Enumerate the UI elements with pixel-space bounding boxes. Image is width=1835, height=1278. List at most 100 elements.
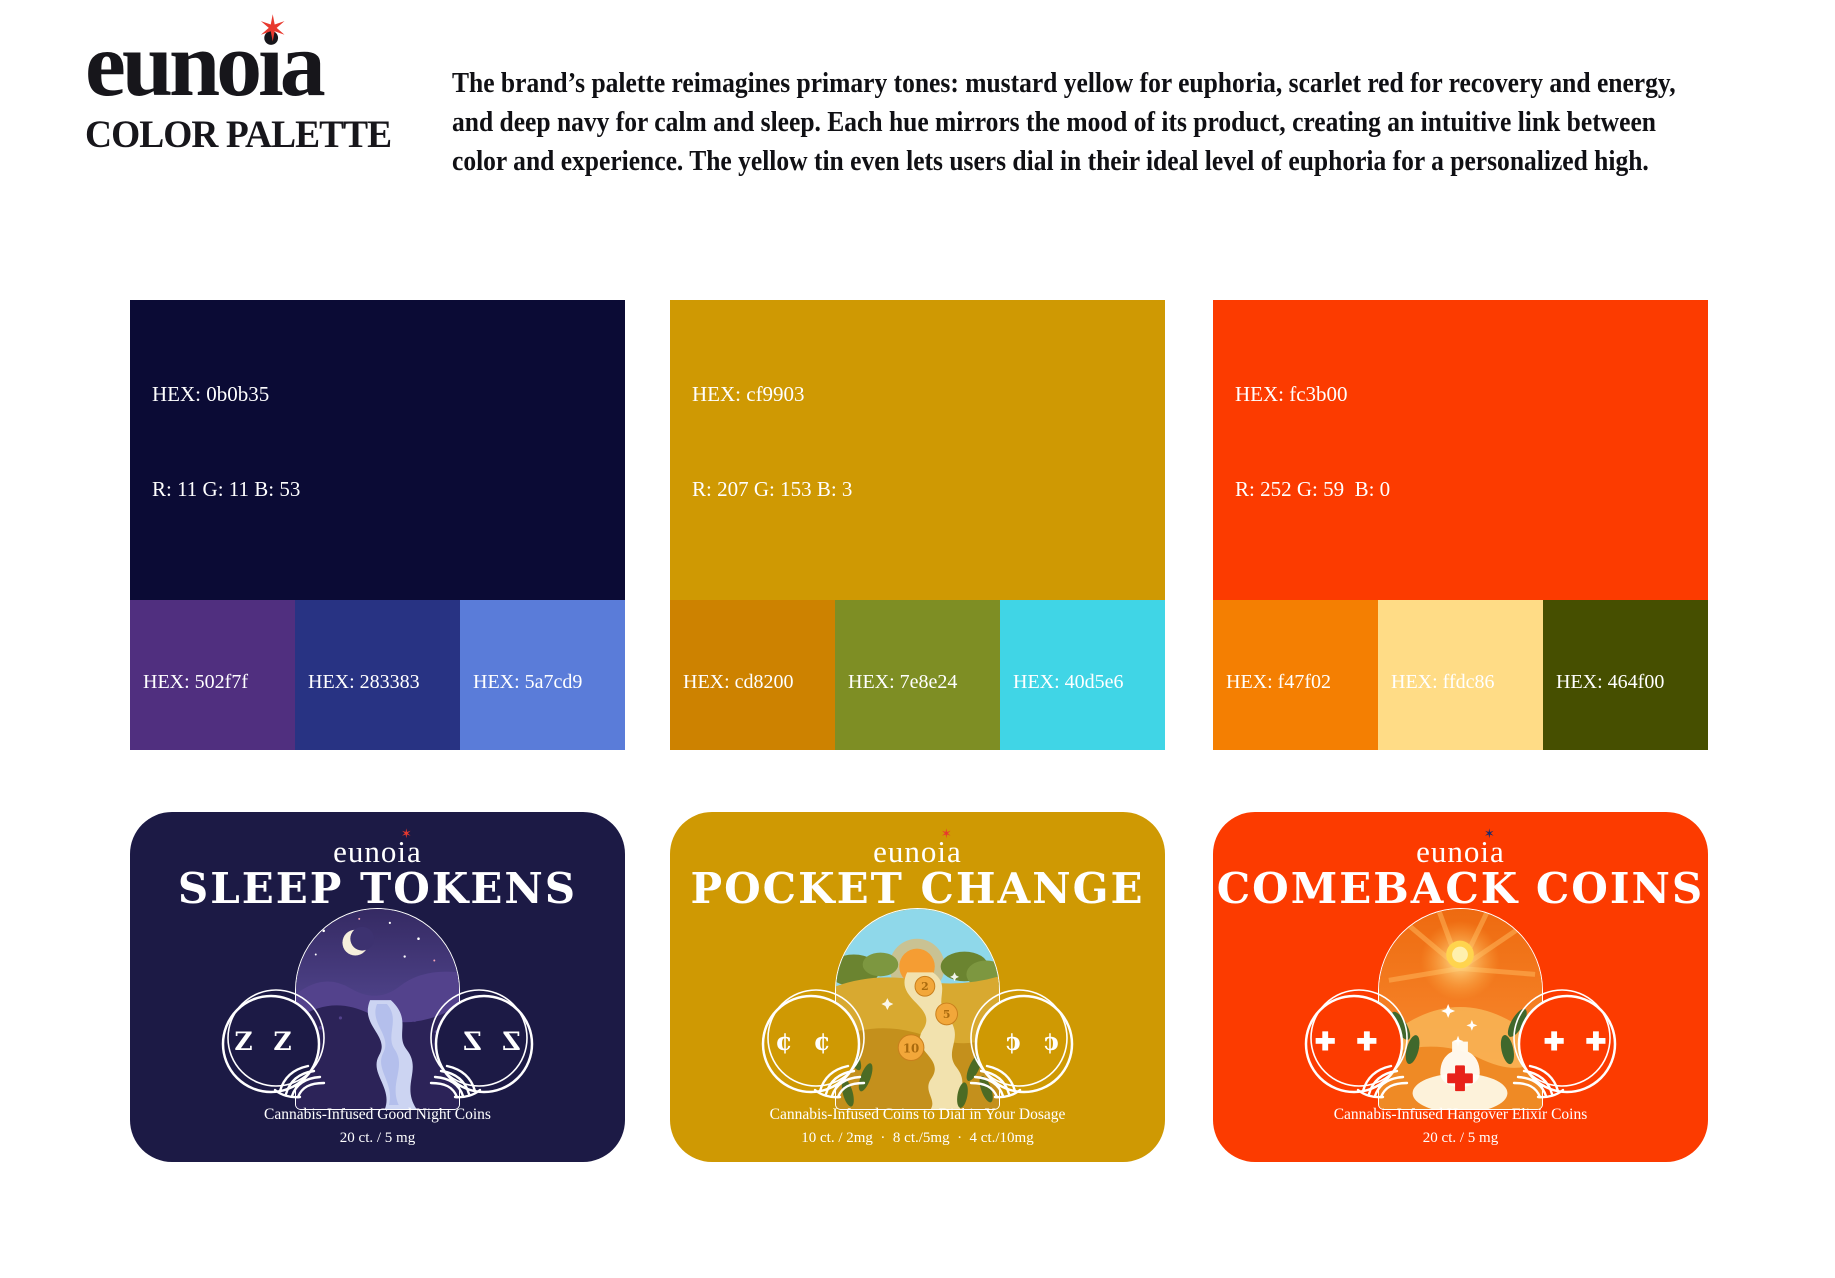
swatch-rgb-value: R: 255 G: 220 B: 134 xyxy=(1391,758,1534,809)
swatch-label: HEX: 7e8e24 R: 126 G: 142 B: 36 xyxy=(848,610,1000,871)
swatch-label: HEX: 283383 R: 40 G: 51 B: 131 xyxy=(308,610,460,871)
mound xyxy=(1412,1073,1508,1109)
card-description: Cannabis-Infused Coins to Dial in Your D… xyxy=(769,1105,1066,1123)
swatch-label: HEX: 40d5e6 R: 64 G: 213 B: 230 xyxy=(1013,610,1165,871)
swatch-periwinkle: HEX: 5a7cd9 R: 90 G: 124 B: 217 xyxy=(460,600,625,809)
hand-icon xyxy=(1512,1064,1565,1099)
swatch-rgb-value: R: 126 G: 142 B: 36 xyxy=(848,758,991,809)
swatch-rgb-value: R: 80 G: 47 B: 127 xyxy=(143,758,266,809)
coin-token-left: ✚ ✚ xyxy=(1301,987,1411,1099)
description-line: color and experience. The yellow tin eve… xyxy=(452,145,1649,177)
swatch-rgb-value: R: 205 G: 130 B: 0 xyxy=(683,758,826,809)
card-brand-text: eunoia xyxy=(873,834,962,869)
description-line: and deep navy for calm and sleep. Each h… xyxy=(452,106,1656,138)
swatch-hex-value: HEX: cd8200 xyxy=(683,671,794,693)
swatch-label: HEX: fc3b00 R: 252 G: 59 B: 0 xyxy=(1235,316,1390,568)
card-brand-text: eunoia xyxy=(1416,834,1505,869)
bushes xyxy=(836,951,999,989)
card-footer: Cannabis-Infused Coins to Dial in Your D… xyxy=(670,1103,1165,1150)
coin-symbols: Z Z xyxy=(234,1027,298,1056)
day-scene-illustration: 2 5 10 xyxy=(835,908,1000,1110)
coin-token-right: ✚ ✚ xyxy=(1510,987,1620,1099)
coin-symbols: ¢ ¢ xyxy=(775,1027,837,1056)
swatch-hex-value: HEX: 283383 xyxy=(308,671,420,693)
brand-logo-text: eunoia ✶ xyxy=(85,12,326,111)
swatch-hex-value: HEX: 40d5e6 xyxy=(1013,671,1124,693)
swatch-hex-value: HEX: 5a7cd9 xyxy=(473,671,583,693)
product-card-comeback-coins: eunoia ✶ COMEBACK COINS xyxy=(1213,812,1708,1162)
card-product-title: SLEEP TOKENS xyxy=(177,864,578,913)
coin-token-right: Z Z xyxy=(427,987,537,1099)
svg-text:10: 10 xyxy=(903,1042,919,1056)
swatch-rgb-value: R: 252 G: 59 B: 0 xyxy=(1235,476,1391,501)
red-cross xyxy=(1447,1065,1473,1092)
hand-icon xyxy=(1356,1064,1409,1099)
hand-icon xyxy=(429,1064,482,1099)
swatch-rgb-value: R: 40 G: 51 B: 131 xyxy=(308,758,431,809)
star-icon: ✶ xyxy=(257,9,288,50)
page-title: COLOR PALETTE xyxy=(85,113,392,156)
swatch-scarlet-main: HEX: fc3b00 R: 252 G: 59 B: 0 xyxy=(1213,300,1708,600)
night-scene-art xyxy=(296,909,459,1109)
swatch-label: HEX: 0b0b35 R: 11 G: 11 B: 53 xyxy=(152,316,300,568)
swatch-label: HEX: 464f00 R: 70 G: 79 B: 0 xyxy=(1556,610,1689,842)
swatch-navy-main: HEX: 0b0b35 R: 11 G: 11 B: 53 xyxy=(130,300,625,600)
swatch-label: HEX: cf9903 R: 207 G: 153 B: 3 xyxy=(692,316,852,568)
swatch-hex-value: HEX: 464f00 xyxy=(1556,671,1665,693)
card-dosage: 10 ct. / 2mg · 8 ct./5mg · 4 ct./10mg xyxy=(801,1129,1034,1146)
card-footer: Cannabis-Infused Good Night Coins 20 ct.… xyxy=(130,1103,625,1150)
swatch-rgb-value: R: 11 G: 11 B: 53 xyxy=(152,476,301,501)
swatch-rgb-value: R: 207 G: 153 B: 3 xyxy=(692,476,853,501)
leaves xyxy=(841,1044,993,1108)
swatch-hex-value: HEX: 0b0b35 xyxy=(152,382,270,406)
swatch-rgb-value: R: 70 G: 79 B: 0 xyxy=(1556,758,1689,780)
day-scene-art: 2 5 10 xyxy=(836,909,999,1109)
coin-outline-with-hand-icon xyxy=(221,989,326,1099)
coin-token-left: Z Z xyxy=(218,987,328,1099)
card-dosage: 20 ct. / 5 mg xyxy=(1422,1129,1499,1146)
front-mountains xyxy=(296,1005,459,1109)
product-card-sleep-tokens: eunoia ✶ SLEEP TOKENS xyxy=(130,812,625,1162)
sunrise-scene-art xyxy=(1379,909,1542,1109)
swatch-rgb-value: R: 64 G: 213 B: 230 xyxy=(1013,758,1146,809)
swatch-sub-row: HEX: f47f02 R: 244 G: 127 B: 2 HEX: ffdc… xyxy=(1213,600,1708,809)
swatch-indigo: HEX: 283383 R: 40 G: 51 B: 131 xyxy=(295,600,460,809)
night-scene-illustration xyxy=(295,908,460,1110)
dosage-coins: 2 5 10 xyxy=(897,975,959,1061)
swatch-hex-value: HEX: ffdc86 xyxy=(1391,671,1495,693)
coin-symbols: ✚ ✚ xyxy=(1537,1027,1607,1056)
swatch-mustard-main: HEX: cf9903 R: 207 G: 153 B: 3 xyxy=(670,300,1165,600)
hand-icon xyxy=(813,1064,866,1099)
card-product-title: POCKET CHANGE xyxy=(690,864,1145,913)
description-line: The brand’s palette reimagines primary t… xyxy=(452,67,1676,99)
swatch-rgb-value: R: 244 G: 127 B: 2 xyxy=(1226,758,1369,809)
swatch-rgb-value: R: 90 G: 124 B: 217 xyxy=(473,758,606,809)
swatch-ochre: HEX: cd8200 R: 205 G: 130 B: 0 xyxy=(670,600,835,809)
coin-token-left: ¢ ¢ xyxy=(758,987,868,1099)
star-icon: ✶ xyxy=(400,827,413,842)
card-product-title: COMEBACK COINS xyxy=(1216,864,1705,913)
swatch-dark-olive: HEX: 464f00 R: 70 G: 79 B: 0 xyxy=(1543,600,1708,780)
card-brand-logo: eunoia ✶ xyxy=(670,828,1165,869)
swatch-hex-value: HEX: 7e8e24 xyxy=(848,671,958,693)
coin-symbols: ¢ ¢ xyxy=(998,1027,1060,1056)
swatch-olive: HEX: 7e8e24 R: 126 G: 142 B: 36 xyxy=(835,600,1000,809)
swatch-hex-value: HEX: cf9903 xyxy=(692,382,805,406)
sparkles xyxy=(881,972,959,1010)
star-icon: ✶ xyxy=(1483,827,1496,842)
coin-outline-with-hand-icon xyxy=(969,989,1074,1099)
svg-text:2: 2 xyxy=(921,980,929,993)
brand-wordmark: eunoia xyxy=(85,13,326,115)
coin-symbols: ✚ ✚ xyxy=(1314,1027,1384,1056)
swatch-purple: HEX: 502f7f R: 80 G: 47 B: 127 xyxy=(130,600,295,809)
swatch-sub-row: HEX: 502f7f R: 80 G: 47 B: 127 HEX: 2833… xyxy=(130,600,625,809)
swatch-orange: HEX: f47f02 R: 244 G: 127 B: 2 xyxy=(1213,600,1378,809)
hand-icon xyxy=(969,1064,1022,1099)
swatch-label: HEX: ffdc86 R: 255 G: 220 B: 134 xyxy=(1391,610,1543,871)
coin-outline-with-hand-icon xyxy=(1304,989,1409,1099)
swatch-label: HEX: 5a7cd9 R: 90 G: 124 B: 217 xyxy=(473,610,625,871)
brand-logo: eunoia ✶ COLOR PALETTE xyxy=(85,12,405,157)
palette-group-scarlet: HEX: fc3b00 R: 252 G: 59 B: 0 HEX: f47f0… xyxy=(1213,300,1708,809)
star-icon: ✶ xyxy=(940,827,953,842)
svg-text:5: 5 xyxy=(943,1008,951,1021)
